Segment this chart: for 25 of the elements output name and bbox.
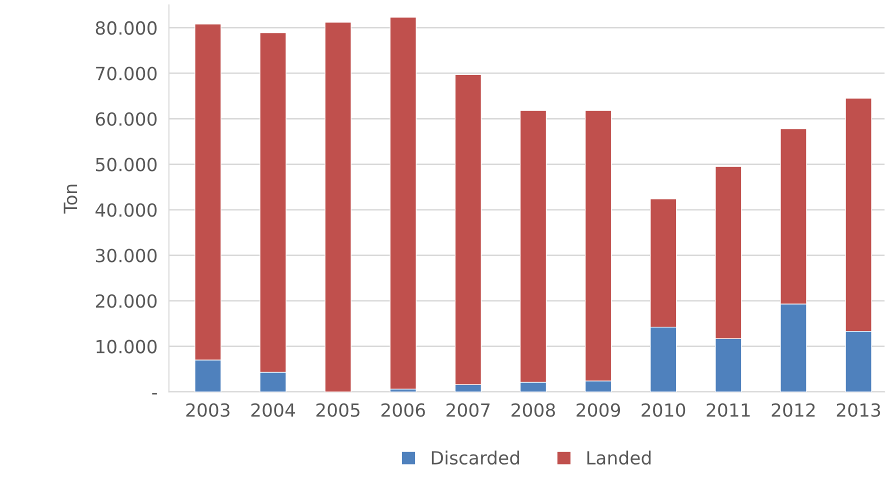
x-tick-label: 2007 (446, 403, 490, 417)
y-tick-label: 40.000 (96, 203, 157, 217)
y-tick-label: 10.000 (96, 340, 157, 354)
legend-label: Landed (587, 450, 651, 465)
y-tick-label: 20.000 (96, 294, 157, 308)
x-tick-label: 2003 (186, 403, 230, 417)
x-tick-label: 2004 (251, 403, 295, 417)
legend-label: Discarded (432, 450, 519, 465)
x-tick-label: 2011 (706, 403, 750, 417)
x-tick-label: 2010 (642, 403, 686, 417)
x-tick-label: 2008 (512, 403, 555, 417)
y-axis-title: Ton (64, 184, 78, 214)
x-tick-label: 2009 (576, 403, 620, 417)
y-tick-label: 30.000 (96, 248, 157, 262)
y-tick-label: - (152, 393, 157, 394)
x-tick-label: 2013 (836, 403, 880, 417)
bar (390, 16, 416, 390)
y-tick-label: 80.000 (96, 21, 157, 35)
y-tick-label: 50.000 (96, 158, 157, 172)
y-tick-label: 70.000 (96, 66, 157, 80)
y-tick-label: 60.000 (96, 112, 157, 126)
x-tick-label: 2012 (772, 403, 815, 417)
bar (324, 22, 352, 392)
x-tick-label: 2006 (381, 403, 425, 417)
x-tick-label: 2005 (316, 403, 360, 417)
